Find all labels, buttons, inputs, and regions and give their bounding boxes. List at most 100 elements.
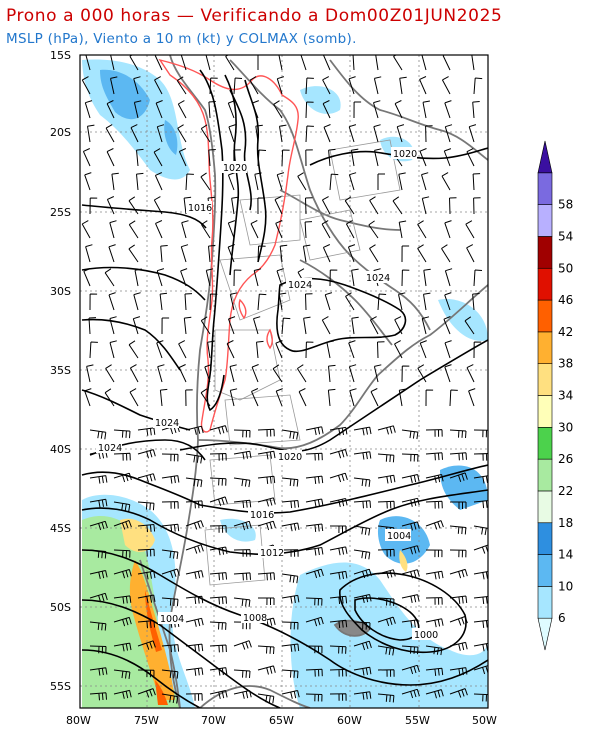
wind-barb xyxy=(257,293,267,311)
isobar-label: 1016 xyxy=(248,508,274,521)
wind-barb xyxy=(209,546,228,556)
wind-barb xyxy=(321,316,331,335)
wind-barb xyxy=(108,292,116,311)
wind-barb xyxy=(472,101,480,119)
wind-barb xyxy=(253,316,261,335)
wind-barb xyxy=(449,197,457,215)
wind-barb xyxy=(401,474,420,484)
lat-label: 25S xyxy=(50,206,71,219)
lon-label: 80W xyxy=(66,714,91,727)
wind-barb xyxy=(348,340,356,359)
wind-barb xyxy=(444,292,452,311)
wind-barb xyxy=(281,149,290,167)
isobar-label: 1020 xyxy=(221,161,247,174)
lon-label: 50W xyxy=(472,714,497,727)
wind-barb xyxy=(377,453,395,463)
wind-barb xyxy=(377,693,395,703)
wind-barb xyxy=(85,244,93,263)
wind-barb xyxy=(233,520,252,531)
wind-barb xyxy=(377,597,395,606)
wind-barb xyxy=(465,220,475,239)
wind-barb xyxy=(185,544,204,554)
colorbar-label: 14 xyxy=(558,548,573,562)
wind-barb xyxy=(421,55,427,71)
wind-barb xyxy=(281,594,300,604)
wind-barb xyxy=(401,688,420,699)
svg-text:1020: 1020 xyxy=(393,149,417,160)
colorbar-label: 30 xyxy=(558,420,573,434)
map-plot-area xyxy=(80,55,488,708)
wind-barb xyxy=(329,668,347,677)
colorbar-swatch xyxy=(537,172,553,205)
wind-barb xyxy=(353,621,371,630)
map-subtitle: MSLP (hPa), Viento a 10 m (kt) y COLMAX … xyxy=(6,31,357,47)
longitude-axis: 80W 75W 70W 65W 60W 55W 50W xyxy=(66,714,497,727)
wind-barb xyxy=(233,597,251,607)
wind-barb xyxy=(185,500,203,509)
colorbar-label: 38 xyxy=(558,357,573,371)
wind-barb xyxy=(161,568,180,578)
wind-barb xyxy=(137,524,156,533)
wind-barb xyxy=(181,220,189,239)
wind-barb xyxy=(113,642,132,652)
isobar-label: 1024 xyxy=(96,441,122,454)
wind-barb xyxy=(473,596,488,605)
wind-barb xyxy=(305,149,313,167)
wind-barb xyxy=(353,594,372,604)
wind-barb xyxy=(134,268,142,287)
wind-barb xyxy=(305,197,313,215)
wind-barb xyxy=(86,364,94,383)
wind-barb xyxy=(396,124,405,143)
wind-barb xyxy=(154,55,163,71)
wind-barb xyxy=(377,173,385,190)
wind-barb xyxy=(233,429,251,438)
wind-barb xyxy=(373,76,382,95)
wind-barb xyxy=(183,196,192,215)
wind-barb xyxy=(233,450,252,460)
svg-text:1024: 1024 xyxy=(288,280,312,291)
wind-barb xyxy=(305,547,324,556)
wind-barb xyxy=(401,569,420,579)
wind-barb xyxy=(89,667,108,676)
svg-text:1024: 1024 xyxy=(366,273,390,284)
svg-text:1004: 1004 xyxy=(160,614,184,625)
wind-barb xyxy=(305,452,323,461)
isobar-label: 1000 xyxy=(412,628,438,641)
lat-label: 45S xyxy=(50,522,71,535)
wind-barb xyxy=(370,388,379,407)
wind-barb xyxy=(113,549,131,558)
wind-barb xyxy=(128,244,139,263)
wind-barb xyxy=(373,124,381,143)
svg-text:1024: 1024 xyxy=(98,443,122,454)
wind-barb xyxy=(156,340,164,359)
wind-barb xyxy=(449,472,468,482)
wind-barb xyxy=(425,520,444,530)
latitude-axis: 15S 20S 25S 30S 35S 40S 45S 50S 55S xyxy=(50,49,71,693)
svg-text:1020: 1020 xyxy=(278,452,302,463)
colorbar-swatch xyxy=(537,236,553,269)
wind-barb xyxy=(473,544,488,554)
colorbar-label: 18 xyxy=(558,516,573,530)
colmax-shading xyxy=(82,59,488,708)
colorbar-swatch xyxy=(537,427,553,460)
wind-barb xyxy=(281,549,299,557)
wind-barb xyxy=(227,100,235,119)
wind-barb xyxy=(305,101,314,119)
wind-barb xyxy=(373,364,382,383)
wind-barb xyxy=(136,148,144,167)
wind-barb xyxy=(200,316,211,335)
wind-barb xyxy=(257,645,275,655)
wind-barb xyxy=(348,124,357,143)
wind-barb xyxy=(137,688,156,698)
wind-barb xyxy=(279,124,287,143)
wind-barb xyxy=(444,124,453,143)
wind-barb xyxy=(305,426,324,436)
wind-barb xyxy=(185,570,204,580)
wind-barb xyxy=(473,665,488,675)
wind-barb xyxy=(353,101,362,119)
wind-barb xyxy=(89,197,98,215)
wind-barb xyxy=(473,453,488,461)
wind-barb xyxy=(81,76,91,95)
wind-barb xyxy=(425,452,443,461)
wind-barb xyxy=(159,292,168,311)
